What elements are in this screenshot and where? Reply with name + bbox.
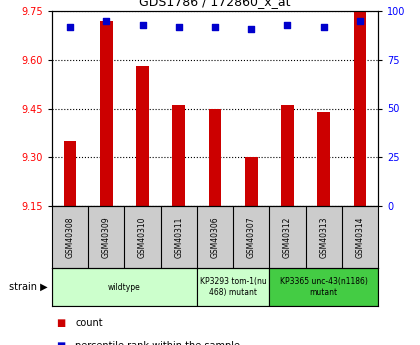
Text: count: count [75, 318, 103, 328]
Text: GSM40310: GSM40310 [138, 216, 147, 258]
Text: GSM40306: GSM40306 [210, 216, 220, 258]
Bar [100, 21, 113, 206]
Point [320, 24, 327, 29]
Bar [173, 105, 185, 206]
Text: GSM40311: GSM40311 [174, 216, 183, 258]
Point [248, 26, 255, 31]
Text: KP3365 unc-43(n1186)
mutant: KP3365 unc-43(n1186) mutant [280, 277, 368, 297]
Text: percentile rank within the sample: percentile rank within the sample [75, 341, 240, 345]
Bar [52, 268, 197, 306]
Bar [197, 268, 269, 306]
Point [284, 22, 291, 27]
Bar [64, 141, 76, 206]
Bar [269, 268, 378, 306]
Text: GSM40307: GSM40307 [247, 216, 256, 258]
Bar [245, 157, 257, 206]
Bar [209, 108, 221, 206]
Point [212, 24, 218, 29]
Text: GSM40312: GSM40312 [283, 216, 292, 258]
Bar [318, 112, 330, 206]
Text: GSM40314: GSM40314 [355, 216, 365, 258]
Text: strain ▶: strain ▶ [9, 282, 48, 292]
Point [357, 18, 363, 23]
Title: GDS1786 / 172860_x_at: GDS1786 / 172860_x_at [139, 0, 291, 8]
Point [176, 24, 182, 29]
Point [139, 22, 146, 27]
Text: GSM40309: GSM40309 [102, 216, 111, 258]
Bar [281, 105, 294, 206]
Bar [354, 11, 366, 206]
Point [103, 18, 110, 23]
Text: ■: ■ [56, 341, 66, 345]
Text: wildtype: wildtype [108, 283, 141, 292]
Text: ■: ■ [56, 318, 66, 328]
Bar [136, 66, 149, 206]
Text: GSM40313: GSM40313 [319, 216, 328, 258]
Point [67, 24, 74, 29]
Text: KP3293 tom-1(nu
468) mutant: KP3293 tom-1(nu 468) mutant [200, 277, 266, 297]
Text: GSM40308: GSM40308 [66, 216, 75, 258]
